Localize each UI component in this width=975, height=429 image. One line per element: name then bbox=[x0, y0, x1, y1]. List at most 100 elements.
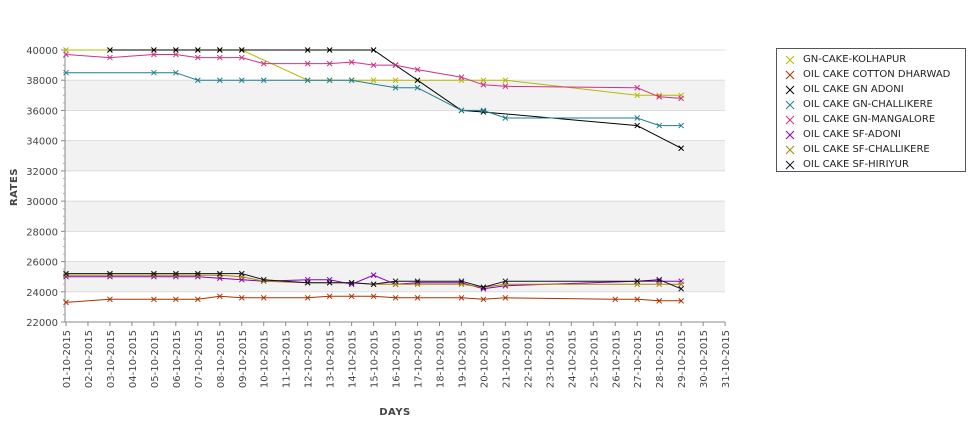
x-tick-label: 03-10-2015 bbox=[106, 330, 117, 388]
data-point bbox=[194, 77, 201, 84]
data-point bbox=[107, 47, 113, 53]
legend-item: OIL CAKE GN-CHALLIKERE bbox=[783, 97, 965, 112]
data-point bbox=[238, 77, 245, 84]
data-point bbox=[238, 294, 245, 301]
data-point bbox=[107, 296, 113, 303]
x-tick-label: 04-10-2015 bbox=[128, 330, 139, 388]
legend-marker-icon bbox=[783, 113, 797, 127]
data-point bbox=[216, 293, 223, 300]
x-tick-label: 06-10-2015 bbox=[172, 330, 183, 388]
y-tick-label: 32000 bbox=[26, 167, 58, 178]
data-point bbox=[370, 47, 377, 53]
grid-band bbox=[65, 291, 725, 322]
data-point bbox=[414, 278, 421, 285]
y-tick-label: 28000 bbox=[26, 227, 58, 238]
data-point bbox=[216, 270, 223, 277]
data-point bbox=[392, 62, 399, 68]
x-tick-label: 26-10-2015 bbox=[611, 330, 622, 388]
data-point bbox=[172, 270, 179, 277]
legend-item: OIL CAKE GN ADONI bbox=[783, 82, 965, 97]
legend-marker-icon bbox=[783, 53, 797, 67]
legend-marker-icon bbox=[783, 98, 797, 112]
data-point bbox=[238, 47, 245, 53]
data-point bbox=[656, 281, 663, 288]
grid-band bbox=[65, 231, 725, 262]
data-point bbox=[392, 84, 399, 91]
data-point bbox=[194, 270, 201, 277]
data-point bbox=[634, 115, 641, 121]
data-point bbox=[260, 294, 267, 301]
data-point bbox=[370, 293, 377, 300]
data-point bbox=[458, 74, 465, 81]
x-tick-label: 09-10-2015 bbox=[238, 330, 249, 388]
x-tick-label: 22-10-2015 bbox=[523, 330, 534, 388]
x-tick-label: 13-10-2015 bbox=[326, 330, 337, 388]
grid-band bbox=[65, 110, 725, 141]
legend-marker-icon bbox=[783, 68, 797, 82]
data-point bbox=[151, 69, 157, 76]
data-point bbox=[63, 51, 69, 58]
data-point bbox=[260, 276, 267, 283]
legend-label: OIL CAKE GN-MANGALORE bbox=[803, 114, 936, 125]
data-point bbox=[392, 278, 399, 285]
data-point bbox=[326, 293, 333, 300]
data-point bbox=[414, 84, 421, 91]
legend-item: OIL CAKE SF-CHALLIKERE bbox=[783, 142, 965, 157]
legend-label: OIL CAKE SF-HIRIYUR bbox=[803, 159, 909, 170]
y-tick-label: 40000 bbox=[26, 46, 58, 57]
x-tick-label: 19-10-2015 bbox=[457, 330, 468, 388]
y-tick-label: 36000 bbox=[26, 106, 58, 117]
series-line bbox=[66, 274, 682, 290]
data-point bbox=[480, 296, 487, 303]
grid-bands bbox=[65, 50, 725, 322]
x-axis-ticks: 01-10-2015 02-10-2015 03-10-2015 04-10-2015… bbox=[62, 322, 732, 388]
legend-label: OIL CAKE COTTON DHARWAD bbox=[803, 69, 951, 80]
data-point bbox=[194, 54, 201, 61]
legend-item: OIL CAKE COTTON DHARWAD bbox=[783, 67, 965, 82]
data-point bbox=[304, 279, 311, 286]
data-point bbox=[678, 281, 685, 288]
x-tick-label: 05-10-2015 bbox=[150, 330, 161, 388]
x-tick-label: 20-10-2015 bbox=[479, 330, 490, 388]
data-point bbox=[63, 270, 69, 277]
legend-marker-icon bbox=[783, 158, 797, 172]
legend: GN-CAKE-KOLHAPUR OIL CAKE COTTON DHARWAD O… bbox=[776, 48, 966, 172]
x-tick-label: 12-10-2015 bbox=[304, 330, 315, 388]
legend-item: OIL CAKE GN-MANGALORE bbox=[783, 112, 965, 127]
data-point bbox=[678, 297, 685, 304]
legend-item: OIL CAKE SF-HIRIYUR bbox=[783, 157, 965, 172]
x-tick-label: 21-10-2015 bbox=[501, 330, 512, 388]
y-tick-label: 38000 bbox=[26, 76, 58, 87]
data-point bbox=[370, 77, 377, 84]
x-tick-label: 29-10-2015 bbox=[677, 330, 688, 388]
legend-item: GN-CAKE-KOLHAPUR bbox=[783, 52, 965, 67]
series-oil-cake-gn-challikere bbox=[63, 69, 685, 129]
data-point bbox=[502, 294, 509, 301]
data-point bbox=[304, 77, 311, 84]
data-point bbox=[634, 92, 641, 99]
data-point bbox=[502, 115, 509, 121]
data-point bbox=[480, 284, 487, 291]
series-group bbox=[63, 47, 685, 306]
data-point bbox=[634, 296, 641, 303]
x-tick-label: 14-10-2015 bbox=[348, 330, 359, 388]
grid-band bbox=[65, 140, 725, 171]
data-point bbox=[151, 47, 157, 53]
x-tick-label: 27-10-2015 bbox=[633, 330, 644, 388]
y-tick-label: 30000 bbox=[26, 197, 58, 208]
data-point bbox=[348, 77, 355, 84]
x-tick-label: 23-10-2015 bbox=[545, 330, 556, 388]
legend-label: OIL CAKE SF-ADONI bbox=[803, 129, 901, 140]
grid-lines bbox=[65, 49, 725, 323]
data-point bbox=[326, 60, 333, 67]
data-point bbox=[458, 107, 465, 114]
legend-label: OIL CAKE GN-CHALLIKERE bbox=[803, 99, 933, 110]
x-tick-label: 18-10-2015 bbox=[435, 330, 446, 388]
data-point bbox=[370, 272, 377, 279]
data-point bbox=[216, 54, 223, 61]
data-point bbox=[326, 77, 333, 84]
data-point bbox=[304, 60, 311, 67]
data-point bbox=[414, 294, 421, 301]
data-point bbox=[502, 77, 509, 84]
data-point bbox=[151, 51, 157, 58]
